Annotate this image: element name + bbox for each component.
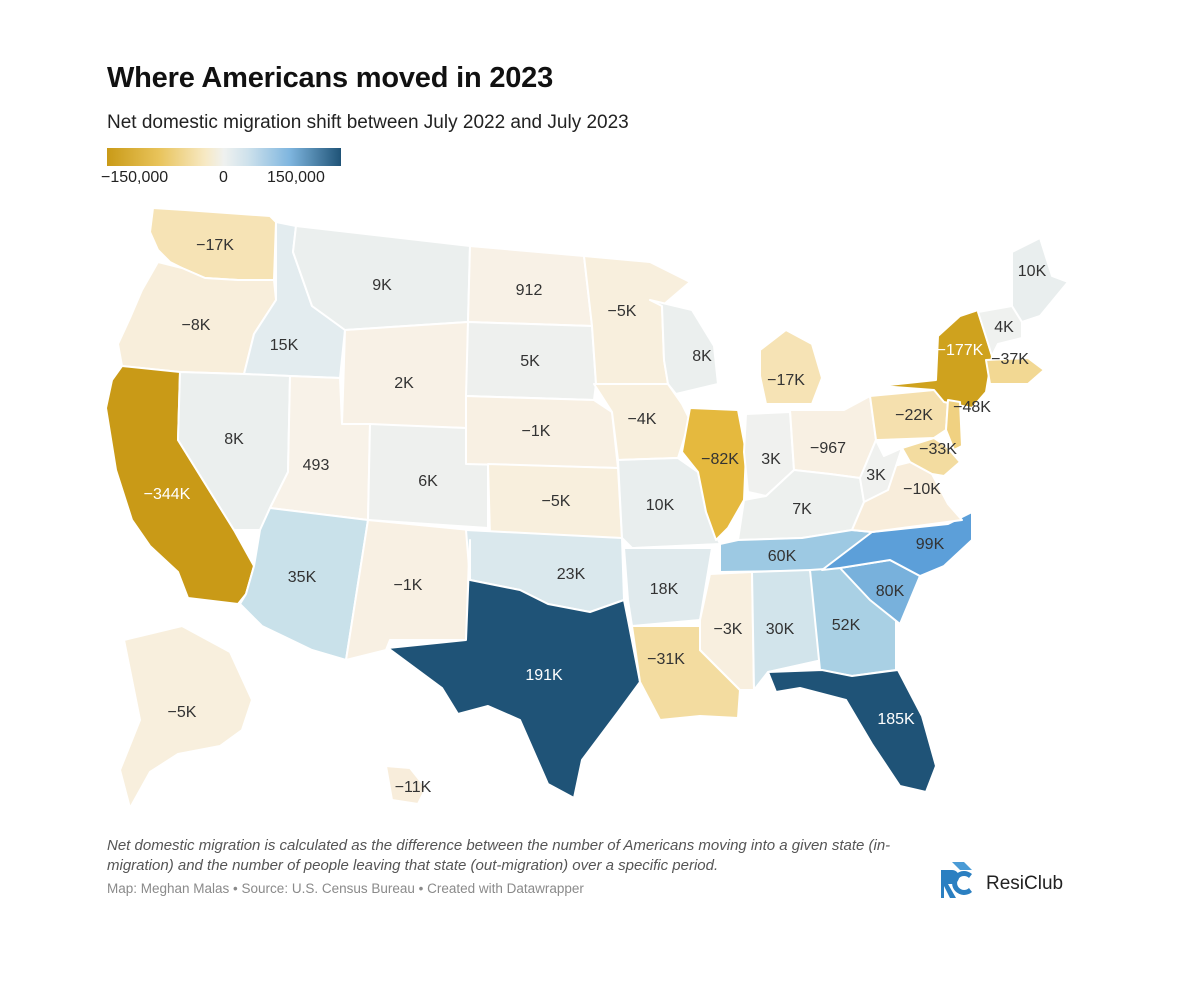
- state-label-co: 6K: [418, 473, 438, 490]
- state-hi: [385, 765, 427, 805]
- legend-mid-label: 0: [219, 169, 228, 186]
- state-label-in: 3K: [761, 451, 781, 468]
- map-subtitle: Net domestic migration shift between Jul…: [107, 112, 629, 133]
- resiclub-logo-icon: [940, 860, 980, 898]
- state-label-az: 35K: [288, 569, 317, 586]
- state-label-me: 10K: [1018, 263, 1047, 280]
- logo-wordmark: ResiClub: [986, 873, 1064, 894]
- state-il: [681, 407, 747, 541]
- state-ma: [985, 357, 1045, 385]
- state-label-il: −82K: [701, 451, 739, 468]
- state-label-ia: −4K: [628, 411, 657, 428]
- state-label-sd: 5K: [520, 353, 540, 370]
- state-wi: [649, 299, 719, 395]
- state-label-nm: −1K: [394, 577, 423, 594]
- state-mi: [759, 329, 823, 405]
- state-label-sc: 80K: [876, 583, 905, 600]
- state-label-tx: 191K: [525, 667, 563, 684]
- state-nc: [821, 511, 973, 577]
- state-ak: [119, 625, 253, 809]
- state-label-md: −33K: [919, 441, 957, 458]
- state-label-id: 15K: [270, 337, 299, 354]
- state-label-ms: −3K: [714, 621, 743, 638]
- state-label-mo: 10K: [646, 497, 675, 514]
- state-label-nv: 8K: [224, 431, 244, 448]
- state-me: [1011, 237, 1069, 323]
- resiclub-logo: ResiClub: [938, 858, 1088, 900]
- state-label-ny: −177K: [937, 342, 984, 359]
- state-label-ar: 18K: [650, 581, 679, 598]
- map-title: Where Americans moved in 2023: [107, 62, 554, 94]
- legend-max-label: 150,000: [267, 169, 325, 186]
- state-label-oh: −967: [810, 440, 846, 457]
- state-label-mi: −17K: [767, 372, 805, 389]
- state-label-ak: −5K: [168, 704, 197, 721]
- legend-min-label: −150,000: [101, 169, 169, 186]
- source-credits: Map: Meghan Malas • Source: U.S. Census …: [107, 881, 584, 896]
- state-label-ga: 52K: [832, 617, 861, 634]
- state-label-mn: −5K: [608, 303, 637, 320]
- state-label-pa: −22K: [895, 407, 933, 424]
- legend-gradient-bar: [107, 148, 341, 166]
- state-label-ks: −5K: [542, 493, 571, 510]
- state-label-nd: 912: [516, 282, 543, 299]
- state-nj: [945, 399, 963, 451]
- state-label-or: −8K: [182, 317, 211, 334]
- state-label-hi: −11K: [395, 779, 432, 796]
- state-label-nj: −48K: [953, 399, 991, 416]
- state-label-ne: −1K: [522, 423, 551, 440]
- state-label-ma: −37K: [991, 351, 1029, 368]
- state-label-nc: 99K: [916, 536, 945, 553]
- state-label-wa: −17K: [196, 237, 234, 254]
- state-label-ca: −344K: [144, 486, 191, 503]
- state-label-al: 30K: [766, 621, 795, 638]
- state-label-tn: 60K: [768, 548, 797, 565]
- color-legend: −150,000 0 150,000: [101, 148, 343, 190]
- state-label-wv: 3K: [866, 467, 886, 484]
- state-label-la: −31K: [647, 651, 685, 668]
- state-label-ok: 23K: [557, 566, 586, 583]
- state-label-ky: 7K: [792, 501, 812, 518]
- methodology-note: Net domestic migration is calculated as …: [107, 837, 891, 874]
- state-label-wy: 2K: [394, 375, 414, 392]
- state-al: [751, 569, 823, 691]
- state-tx: [387, 539, 641, 799]
- state-fl: [767, 669, 937, 793]
- state-label-wi: 8K: [692, 348, 712, 365]
- state-sd: [465, 321, 597, 401]
- state-md: [901, 437, 961, 477]
- state-label-mt: 9K: [372, 277, 392, 294]
- state-label-va: −10K: [903, 481, 941, 498]
- state-label-fl: 185K: [877, 711, 915, 728]
- state-label-ut: 493: [303, 457, 330, 474]
- state-label-vt: 4K: [994, 319, 1014, 336]
- state-oh: [789, 395, 877, 479]
